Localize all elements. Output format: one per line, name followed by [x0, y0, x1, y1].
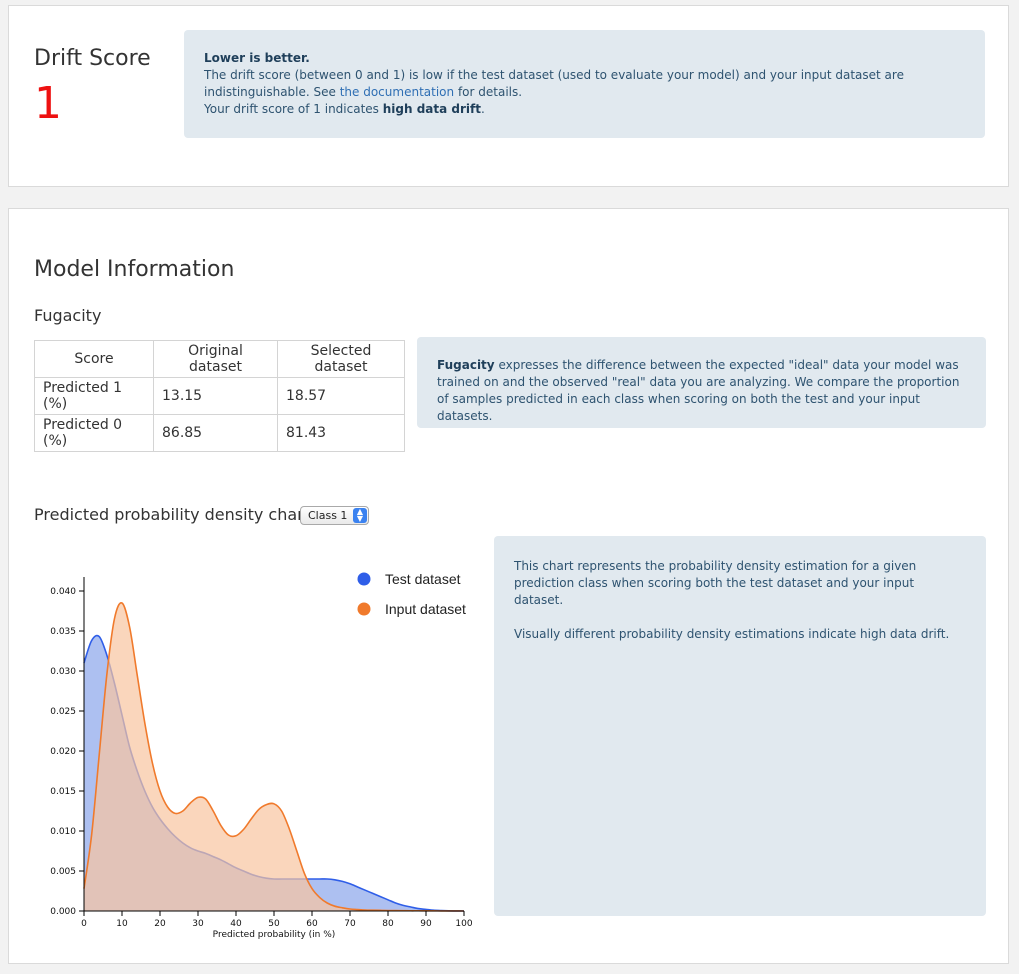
drift-info-text-end: for details.: [454, 85, 523, 99]
y-tick-label: 0.030: [50, 667, 76, 677]
table-header: Selected dataset: [277, 340, 405, 378]
y-tick-label: 0.040: [50, 587, 76, 597]
drift-info-line2: Your drift score of 1 indicates: [204, 102, 383, 116]
x-tick-label: 70: [344, 919, 356, 929]
x-tick-label: 0: [81, 919, 87, 929]
fugacity-info-text: expresses the difference between the exp…: [437, 358, 960, 423]
series-area-1: [84, 602, 464, 911]
x-tick-label: 90: [420, 919, 432, 929]
table-row: Predicted 0 (%) 86.85 81.43: [34, 414, 405, 452]
class-select-value: Class 1: [308, 509, 348, 522]
x-tick-label: 100: [455, 919, 472, 929]
y-tick-label: 0.000: [50, 907, 76, 917]
x-tick-label: 60: [306, 919, 318, 929]
drift-info-box: Lower is better. The drift score (betwee…: [184, 30, 985, 138]
y-tick-label: 0.035: [50, 627, 76, 637]
table-cell: 13.15: [153, 377, 278, 415]
fugacity-info-box: Fugacity expresses the difference betwee…: [417, 337, 986, 428]
density-chart: 0.000 0.005 0.010 0.015 0.020 0.025 0.030 0.035…: [50, 571, 473, 940]
drift-score-title: Drift Score: [34, 46, 151, 71]
drift-score-card: Drift Score 1 Lower is better. The drift…: [8, 5, 1009, 187]
y-tick-label: 0.015: [50, 787, 76, 797]
x-tick-label: 20: [154, 919, 166, 929]
documentation-link[interactable]: the documentation: [339, 85, 455, 99]
y-tick-label: 0.020: [50, 747, 76, 757]
table-cell: 18.57: [277, 377, 405, 415]
table-row: Predicted 1 (%) 13.15 18.57: [34, 377, 405, 415]
table-header-row: Score Original dataset Selected dataset: [34, 340, 405, 378]
table-cell: Predicted 1 (%): [34, 377, 154, 415]
chart-info-box: This chart represents the probability de…: [494, 536, 986, 916]
drift-info-heading: Lower is better.: [204, 51, 310, 65]
x-tick-label: 80: [382, 919, 394, 929]
drift-score-value: 1: [34, 78, 62, 129]
fugacity-table: Score Original dataset Selected dataset …: [34, 340, 405, 452]
drift-info-high-drift: high data drift: [382, 102, 481, 116]
x-axis-label: Predicted probability (in %): [213, 930, 336, 940]
fugacity-info-bold: Fugacity: [437, 358, 495, 372]
table-header: Score: [34, 340, 154, 378]
y-tick-label: 0.010: [50, 827, 76, 837]
legend-dot-0: [357, 572, 371, 586]
drift-info-text: The drift score (between 0 and 1) is low…: [204, 68, 904, 99]
chart-info-line1: This chart represents the probability de…: [514, 559, 917, 607]
table-header: Original dataset: [153, 340, 278, 378]
table-cell: Predicted 0 (%): [34, 414, 154, 452]
drift-info-line2-end: .: [480, 102, 485, 116]
legend-dot-1: [357, 602, 371, 616]
model-information-card: Model Information Fugacity Score Origina…: [8, 208, 1009, 964]
x-tick-label: 10: [116, 919, 128, 929]
density-chart-title: Predicted probability density chart: [34, 505, 310, 524]
model-information-title: Model Information: [34, 257, 235, 282]
fugacity-title: Fugacity: [34, 306, 102, 325]
select-arrows-icon: ▲ ▼: [353, 508, 367, 523]
y-tick-label: 0.025: [50, 707, 76, 717]
table-cell: 81.43: [277, 414, 405, 452]
legend-label-1: Input dataset: [385, 601, 466, 617]
class-select[interactable]: Class 1 ▲ ▼: [300, 506, 369, 525]
table-cell: 86.85: [153, 414, 278, 452]
chart-info-line2: Visually different probability density e…: [514, 627, 950, 641]
legend-label-0: Test dataset: [385, 571, 461, 587]
x-tick-label: 50: [268, 919, 280, 929]
y-tick-label: 0.005: [50, 867, 76, 877]
x-tick-label: 30: [192, 919, 204, 929]
x-tick-label: 40: [230, 919, 242, 929]
